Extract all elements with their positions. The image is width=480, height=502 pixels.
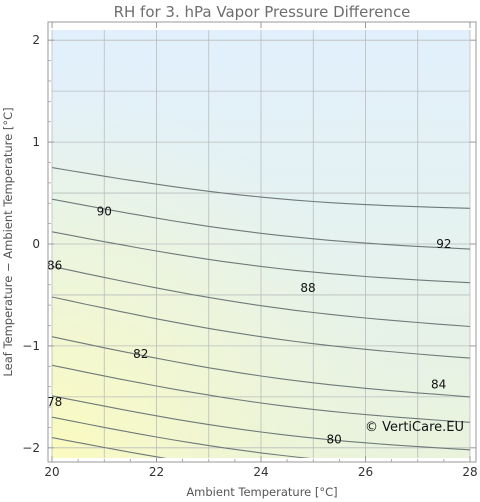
- contour-line-86: [52, 198, 470, 250]
- contour-label-88: 88: [300, 281, 315, 295]
- plot-frame: [47, 21, 477, 463]
- contour-label-80: 80: [327, 433, 342, 447]
- x-tick-label: 24: [253, 465, 268, 479]
- y-tick-label: 2: [32, 33, 40, 47]
- chart-title: RH for 3. hPa Vapor Pressure Difference: [114, 3, 411, 21]
- contour-line-85: [52, 231, 470, 284]
- x-tick-label: 20: [44, 465, 59, 479]
- contour-lines: [52, 167, 470, 458]
- contour-label-78: 78: [47, 395, 62, 409]
- contour-line-79: [52, 416, 311, 458]
- y-tick-label: −2: [22, 441, 40, 455]
- y-tick-label: 0: [32, 237, 40, 251]
- contour-label-82: 82: [133, 347, 148, 361]
- axis-ticks: 20 22 24 26 28 −2 −1 0 1 2: [22, 22, 478, 479]
- contour-line-82: [52, 336, 470, 398]
- contour-line-80: [52, 395, 470, 451]
- contour-line-83: [52, 296, 470, 359]
- contour-line-81: [52, 364, 470, 423]
- y-tick-label: −1: [22, 339, 40, 353]
- contour-label-92: 92: [436, 237, 451, 251]
- contour-line-84: [52, 265, 470, 328]
- contour-line-87: [52, 167, 470, 209]
- y-axis-label: Leaf Temperature − Ambient Temperature […: [1, 107, 15, 376]
- grid-lines: [51, 30, 471, 458]
- contour-label-90: 90: [97, 204, 112, 218]
- contour-label-86: 86: [47, 258, 62, 272]
- contour-labels: 90 92 86 88 82 84 78 80: [47, 204, 452, 446]
- y-tick-label: 1: [32, 135, 40, 149]
- contour-label-84: 84: [431, 378, 446, 392]
- x-tick-label: 28: [462, 465, 477, 479]
- x-tick-label: 26: [358, 465, 373, 479]
- x-axis-label: Ambient Temperature [°C]: [186, 485, 337, 499]
- watermark-text: © VertiCare.EU: [365, 420, 464, 435]
- x-tick-label: 22: [149, 465, 164, 479]
- contour-line-78: [52, 437, 167, 458]
